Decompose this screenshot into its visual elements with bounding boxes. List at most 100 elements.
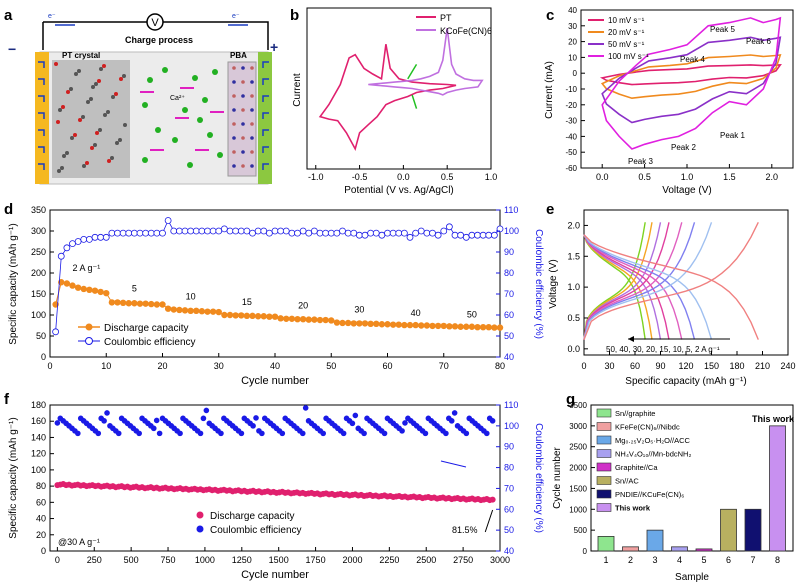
ce-point-3 [69,240,76,248]
panel-f-legend: Discharge capacity Coulombic efficiency [196,511,302,536]
panel-g-xlabel: Sample [675,572,709,583]
f-ce-point-118 [399,428,405,434]
cv-series-0 [318,44,457,152]
d-rate-label-1: 5 [132,283,137,293]
pt-atom-13 [115,141,119,145]
d-y2tick-label-0: 40 [504,352,514,362]
pt-crystal-label: PT crystal [62,51,100,60]
panel-c-xlabel: Voltage (V) [662,185,711,196]
charge-process-label: Charge process [125,35,193,45]
pt-atom-18 [90,146,94,150]
capacity-point-38 [266,313,273,320]
ce-point-59 [384,229,391,237]
capacity-point-46 [311,316,318,323]
capacity-point-41 [283,315,290,322]
panel-f-y2label: Coulombic efficiency (%) [533,423,544,533]
electron-label-right: e⁻ [232,13,240,20]
capacity-point-39 [271,313,279,320]
ce-point-14 [130,229,138,237]
legend-f-discharge-marker [196,511,204,519]
ce-point-35 [249,229,256,237]
panel-b-xlabel: Potential (V vs. Ag/AgCl) [344,185,454,196]
d-ytick-label-4: 200 [31,268,46,278]
panel-d-ticks: 0 10 20 30 40 50 60 70 80 0 50 100 150 200 250 300 350 40… [31,205,519,371]
capacity-point-5 [80,285,87,293]
f-ytick-label-5: 100 [31,465,46,475]
capacity-point-6 [86,286,93,293]
ce-point-0 [52,328,60,336]
capacity-point-8 [97,288,104,296]
ce-point-79 [496,225,504,233]
f-y2tick-label-5: 90 [504,442,514,452]
ce-point-43 [294,229,301,237]
ce-point-18 [153,229,161,237]
g-legend-label-7: This work [615,504,651,513]
f-xtick-label-10: 2500 [416,555,436,565]
panel-g-annotation: This work [752,414,795,424]
ce-point-8 [97,233,105,241]
peak-2-label: Peak 2 [671,143,696,152]
c-legend-label-1: 20 mV s⁻¹ [608,28,645,37]
ion-6 [202,97,208,103]
c-ytick-label-3: -30 [565,117,577,126]
capacity-point-26 [198,308,206,315]
g-xtick-label-4: 5 [701,555,706,565]
g-legend-swatch-6 [596,489,612,499]
pt-atom-30 [114,92,118,96]
g-xtick-label-7: 8 [775,555,780,565]
pba-atom-6-0 [232,150,236,154]
panel-d-ylabel: Specific capacity (mAh g⁻¹) [8,223,19,344]
pt-atom-23 [65,151,69,155]
capacity-point-28 [209,308,217,315]
anode-electron-4 [38,129,45,136]
f-ce-point-0 [54,420,61,426]
peak-1-label: Peak 1 [720,131,745,140]
capacity-point-12 [119,299,127,307]
gcd-5-charge [583,222,713,340]
f-ce-point-112 [381,430,388,437]
panel-d: d 0 10 20 30 40 50 60 70 80 0 50 100 150 200 250 300 350… [4,201,544,387]
peak-6-label: Peak 6 [746,37,771,46]
panel-e-arrowhead [628,336,634,342]
g-legend-label-6: PNDIE//KCuFe(CN)₆ [615,490,684,499]
panel-d-rate-labels: 2 A g⁻¹ 5 10 15 20 30 40 50 [73,263,477,320]
cathode-electron-2 [262,95,269,102]
g-xtick-label-1: 2 [628,555,633,565]
f-ytick-label-9: 180 [31,400,46,410]
c-ytick-label-8: 20 [568,38,577,47]
f-ytick-label-3: 60 [36,497,46,507]
capacity-point-42 [288,315,296,322]
capacity-point-22 [176,306,183,314]
pba-atom-5-2 [250,136,254,140]
panel-c: c 0.0 0.5 1.0 1.5 2.0 -60 -50 -40 -30 -20 -10 0 10 20… [544,6,794,196]
panel-b-legend: PT KCoFe(CN)6 [416,13,492,36]
cathode-electron-1 [262,78,269,85]
cathode-electron-5 [262,146,269,153]
capacity-point-65 [418,322,425,329]
capacity-point-60 [389,321,397,328]
capacity-point-51 [339,319,346,327]
bar-7 [744,508,762,552]
pba-lattice-detail [232,66,254,168]
d-y2tick-label-1: 50 [504,331,514,341]
capacity-point-67 [429,322,436,330]
g-legend-swatch-5 [596,476,612,485]
f-y2tick-label-4: 80 [504,463,514,473]
f-xtick-label-6: 1500 [269,555,289,565]
f-ce-point-135 [448,418,455,424]
ion-13 [197,117,203,123]
e-xtick-label-7: 210 [755,361,770,371]
ce-point-12 [119,229,127,237]
pba-atom-3-1 [241,108,245,112]
ce-point-76 [479,231,487,239]
pt-atom-2 [58,108,62,112]
ion-0 [147,77,153,83]
f-xtick-label-8: 2000 [342,555,362,565]
pt-atom-31 [81,115,85,119]
panel-e-annotation: 50, 40, 30, 20, 15, 10, 5, 2 A g⁻¹ [606,345,720,354]
bar-4 [671,546,688,552]
panel-e-frame [583,209,789,356]
pt-atom-34 [122,74,126,78]
panel-e-ylabel: Voltage (V) [548,259,559,308]
